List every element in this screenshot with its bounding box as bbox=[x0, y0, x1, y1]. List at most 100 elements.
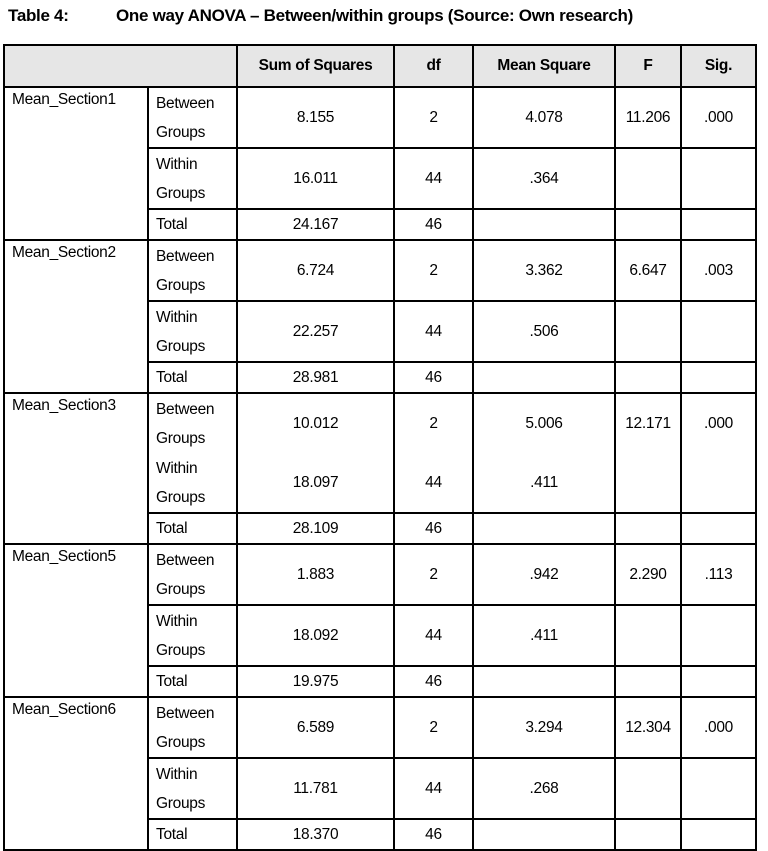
df-cell: 2 bbox=[393, 543, 474, 606]
anova-table: Sum of Squares df Mean Square F Sig. Mea… bbox=[3, 44, 757, 851]
df-cell: 44 bbox=[393, 300, 474, 363]
df-cell: 46 bbox=[393, 818, 474, 851]
f-cell bbox=[614, 361, 682, 394]
df-cell: 46 bbox=[393, 665, 474, 698]
f-cell bbox=[614, 300, 682, 363]
sig-cell: .000 bbox=[680, 86, 757, 149]
df-cell: 44 bbox=[393, 604, 474, 667]
sum-of-squares-cell: 16.011 bbox=[236, 147, 395, 210]
df-cell: 44 bbox=[393, 453, 474, 514]
df-cell: 2 bbox=[393, 239, 474, 302]
variable-name: Mean_Section5 bbox=[3, 543, 149, 698]
sum-of-squares-cell: 6.589 bbox=[236, 696, 395, 759]
sig-cell bbox=[680, 208, 757, 241]
table-caption: Table 4: One way ANOVA – Between/within g… bbox=[8, 6, 633, 26]
variable-name: Mean_Section3 bbox=[3, 392, 149, 545]
mean-square-cell bbox=[472, 361, 616, 394]
df-cell: 2 bbox=[393, 86, 474, 149]
sig-cell bbox=[680, 361, 757, 394]
table-number: Table 4: bbox=[8, 6, 69, 25]
group-label: Between Groups bbox=[147, 392, 238, 453]
group-label: Total bbox=[147, 208, 238, 241]
sum-of-squares-cell: 28.981 bbox=[236, 361, 395, 394]
header-blank bbox=[3, 44, 238, 88]
table-row: Total 19.975 46 bbox=[4, 665, 757, 698]
sig-cell bbox=[680, 665, 757, 698]
mean-square-cell: .364 bbox=[472, 147, 616, 210]
group-label: Within Groups bbox=[147, 757, 238, 820]
group-label: Total bbox=[147, 665, 238, 698]
group-label: Total bbox=[147, 512, 238, 545]
mean-square-cell: .942 bbox=[472, 543, 616, 606]
mean-square-cell bbox=[472, 665, 616, 698]
sig-cell bbox=[680, 604, 757, 667]
sig-cell: .000 bbox=[680, 696, 757, 759]
mean-square-cell: 5.006 bbox=[472, 392, 616, 453]
mean-square-cell: .411 bbox=[472, 604, 616, 667]
df-cell: 46 bbox=[393, 208, 474, 241]
mean-square-cell bbox=[472, 208, 616, 241]
f-cell bbox=[614, 453, 682, 514]
sig-cell: .003 bbox=[680, 239, 757, 302]
f-cell: 6.647 bbox=[614, 239, 682, 302]
sum-of-squares-cell: 28.109 bbox=[236, 512, 395, 545]
mean-square-cell: .506 bbox=[472, 300, 616, 363]
f-cell bbox=[614, 604, 682, 667]
table-row: Within Groups 22.257 44.506 bbox=[4, 300, 757, 363]
f-cell bbox=[614, 208, 682, 241]
mean-square-cell: 3.294 bbox=[472, 696, 616, 759]
f-cell: 2.290 bbox=[614, 543, 682, 606]
table-row: Total 28.109 46 bbox=[4, 512, 757, 545]
group-label: Between Groups bbox=[147, 543, 238, 606]
table-row: Mean_Section1 Between Groups 8.155 2 4.078 11… bbox=[3, 86, 757, 241]
f-cell bbox=[614, 512, 682, 545]
df-cell: 44 bbox=[393, 757, 474, 820]
mean-square-cell bbox=[472, 818, 616, 851]
sig-cell: .000 bbox=[680, 392, 757, 453]
sum-of-squares-cell: 24.167 bbox=[236, 208, 395, 241]
group-label: Between Groups bbox=[147, 86, 238, 149]
group-label: Within Groups bbox=[147, 453, 238, 514]
sig-cell bbox=[680, 512, 757, 545]
header-df: df bbox=[393, 44, 474, 88]
variable-name: Mean_Section6 bbox=[3, 696, 149, 851]
group-label: Within Groups bbox=[147, 300, 238, 363]
f-cell bbox=[614, 818, 682, 851]
table-row: Within Groups 18.097 44.411 bbox=[4, 453, 757, 514]
sig-cell bbox=[680, 300, 757, 363]
f-cell bbox=[614, 665, 682, 698]
header-sig: Sig. bbox=[680, 44, 757, 88]
mean-square-cell bbox=[472, 512, 616, 545]
sum-of-squares-cell: 11.781 bbox=[236, 757, 395, 820]
sig-cell bbox=[680, 453, 757, 514]
table-row: Mean_Section3 Between Groups 10.012 2 5.006 1… bbox=[3, 392, 757, 545]
df-cell: 46 bbox=[393, 361, 474, 394]
sum-of-squares-cell: 10.012 bbox=[236, 392, 395, 453]
group-label: Within Groups bbox=[147, 604, 238, 667]
mean-square-cell: 4.078 bbox=[472, 86, 616, 149]
mean-square-cell: .268 bbox=[472, 757, 616, 820]
variable-name: Mean_Section2 bbox=[3, 239, 149, 394]
f-cell: 12.304 bbox=[614, 696, 682, 759]
group-label: Between Groups bbox=[147, 239, 238, 302]
group-label: Between Groups bbox=[147, 696, 238, 759]
header-row: Sum of Squares df Mean Square F Sig. bbox=[3, 44, 757, 88]
table-row: Total 24.167 46 bbox=[4, 208, 757, 241]
table-row: Within Groups 18.092 44.411 bbox=[4, 604, 757, 667]
variable-name: Mean_Section1 bbox=[3, 86, 149, 241]
sum-of-squares-cell: 18.092 bbox=[236, 604, 395, 667]
table-row: Within Groups 11.781 44.268 bbox=[4, 757, 757, 820]
sum-of-squares-cell: 22.257 bbox=[236, 300, 395, 363]
sig-cell bbox=[680, 757, 757, 820]
sum-of-squares-cell: 1.883 bbox=[236, 543, 395, 606]
df-cell: 2 bbox=[393, 696, 474, 759]
f-cell bbox=[614, 757, 682, 820]
sum-of-squares-cell: 18.097 bbox=[236, 453, 395, 514]
group-label: Within Groups bbox=[147, 147, 238, 210]
mean-square-cell: .411 bbox=[472, 453, 616, 514]
df-cell: 2 bbox=[393, 392, 474, 453]
df-cell: 44 bbox=[393, 147, 474, 210]
sum-of-squares-cell: 19.975 bbox=[236, 665, 395, 698]
table-row: Mean_Section5 Between Groups 1.883 2.942 2.2… bbox=[3, 543, 757, 698]
table-title: One way ANOVA – Between/within groups (S… bbox=[116, 6, 633, 25]
